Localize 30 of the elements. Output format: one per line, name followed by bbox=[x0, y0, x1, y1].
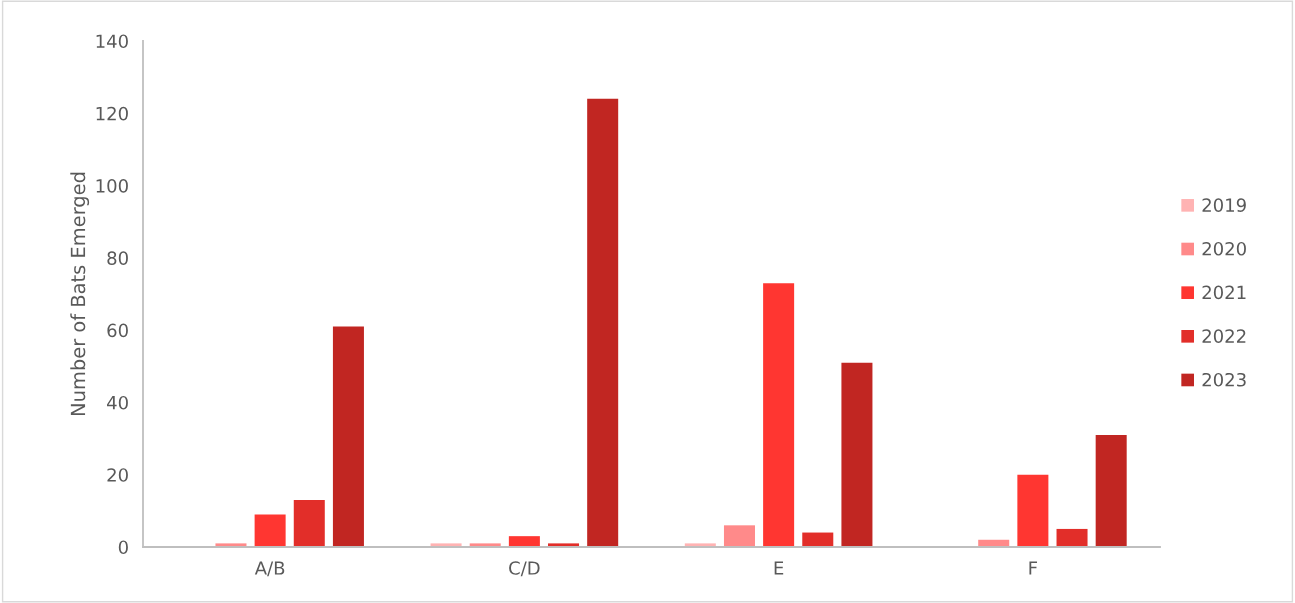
x-tick-label: A/B bbox=[254, 561, 285, 577]
y-tick-label: 100 bbox=[96, 179, 128, 193]
bar bbox=[332, 326, 364, 547]
legend-label: 2023 bbox=[1202, 372, 1246, 387]
y-tick-label: 40 bbox=[107, 395, 128, 410]
bar bbox=[802, 532, 834, 547]
legend-label: 2021 bbox=[1202, 285, 1246, 300]
bar bbox=[254, 514, 286, 547]
x-tick-label: E bbox=[774, 561, 784, 575]
bar bbox=[723, 525, 755, 547]
y-tick-label: 140 bbox=[96, 34, 128, 49]
x-tick-label: C/D bbox=[509, 561, 540, 577]
legend-label: 2020 bbox=[1202, 241, 1246, 256]
y-tick-label: 60 bbox=[107, 323, 128, 338]
legend-label: 2022 bbox=[1202, 329, 1246, 343]
bar bbox=[587, 98, 619, 547]
bar bbox=[1056, 528, 1088, 547]
legend-label: 2019 bbox=[1202, 198, 1246, 212]
bar bbox=[508, 536, 540, 547]
y-tick-label: 20 bbox=[107, 468, 128, 482]
y-tick-label: 0 bbox=[118, 540, 128, 555]
y-tick-label: 120 bbox=[96, 106, 128, 121]
y-axis-title: Number of Bats Emerged bbox=[70, 172, 90, 416]
bar bbox=[1095, 434, 1127, 547]
bar bbox=[1017, 474, 1049, 547]
bar bbox=[293, 500, 325, 547]
y-tick-label: 80 bbox=[107, 251, 128, 265]
x-tick-label: F bbox=[1029, 561, 1038, 575]
bar bbox=[841, 362, 873, 547]
bar bbox=[763, 283, 795, 547]
